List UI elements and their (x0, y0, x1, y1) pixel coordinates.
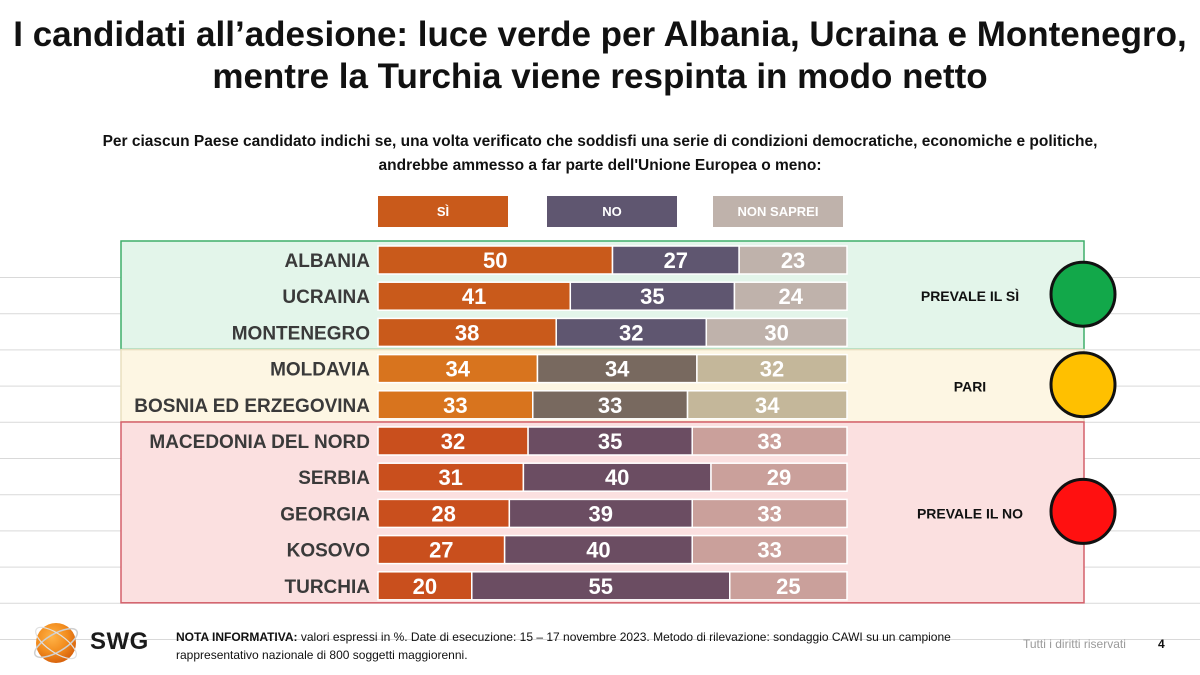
data-label: 41 (462, 284, 486, 309)
category-label: MONTENEGRO (232, 323, 370, 344)
question-line-1: Per ciascun Paese candidato indichi se, … (102, 133, 1098, 150)
page-title: I candidati all’adesione: luce verde per… (0, 14, 1200, 98)
bar-segment-non-saprei (738, 245, 848, 275)
bar-segment-no (532, 390, 689, 420)
note-label: NOTA INFORMATIVA: (176, 630, 298, 644)
category-label: UCRAINA (282, 287, 370, 308)
data-label: 33 (598, 393, 622, 418)
traffic-light-yellow-icon (1049, 351, 1117, 419)
data-label: 34 (445, 357, 470, 382)
rights-text: Tutti i diritti riservati (1023, 637, 1126, 651)
data-label: 33 (757, 538, 781, 563)
page-number: 4 (1158, 637, 1165, 651)
group-label-red: PREVALE IL NO (917, 505, 1023, 521)
data-label: 38 (455, 320, 479, 345)
data-label: 32 (619, 320, 643, 345)
data-label: 39 (589, 501, 613, 526)
data-label: 20 (413, 574, 437, 599)
data-label: 33 (757, 501, 781, 526)
title-line-2: mentre la Turchia viene respinta in modo… (212, 57, 988, 96)
group-label-green: PREVALE IL SÌ (921, 288, 1019, 304)
data-label: 34 (755, 393, 780, 418)
data-label: 40 (605, 465, 629, 490)
bar-segment-no (536, 353, 698, 384)
category-label: BOSNIA ED ERZEGOVINA (134, 396, 370, 417)
survey-question: Per ciascun Paese candidato indichi se, … (60, 130, 1140, 178)
bar-segment-no (555, 317, 708, 348)
data-label: 33 (757, 429, 781, 454)
category-label: KOSOVO (287, 541, 370, 562)
swg-logo-icon (33, 623, 79, 663)
bar-segment-si (377, 534, 506, 565)
data-label: 30 (764, 320, 788, 345)
bar-segment-si (377, 462, 525, 492)
bar-segment-si (377, 571, 473, 601)
bar-segment-non-saprei (686, 390, 848, 420)
question-line-2: andrebbe ammesso a far parte dell'Unione… (378, 157, 822, 174)
data-label: 23 (781, 248, 805, 273)
bar-segment-non-saprei (729, 571, 848, 601)
data-label: 32 (441, 429, 465, 454)
legend-no: NO (547, 196, 677, 227)
data-label: 27 (429, 538, 453, 563)
bar-segment-no (522, 462, 712, 492)
data-label: 35 (598, 429, 622, 454)
category-label: GEORGIA (280, 504, 370, 525)
bar-segment-no (611, 245, 740, 275)
legend-si: SÌ (378, 196, 508, 227)
data-label: 40 (586, 538, 610, 563)
category-label: MACEDONIA DEL NORD (149, 432, 370, 453)
category-label: TURCHIA (285, 577, 371, 598)
bar-segment-non-saprei (733, 281, 848, 311)
bar-segment-no (471, 571, 731, 601)
bar-segment-si (377, 281, 572, 311)
bar-segment-non-saprei (705, 317, 848, 348)
data-label: 25 (776, 574, 800, 599)
note-text: valori espressi in %. Date di esecuzione… (176, 630, 951, 662)
bar-segment-non-saprei (710, 462, 848, 492)
data-label: 32 (760, 357, 784, 382)
bar-segment-non-saprei (696, 353, 848, 384)
footer-note: NOTA INFORMATIVA: valori espressi in %. … (176, 628, 976, 664)
bar-segment-no (503, 534, 693, 565)
data-label: 50 (483, 248, 507, 273)
category-label: MOLDAVIA (270, 360, 370, 381)
data-label: 35 (640, 284, 664, 309)
data-label: 55 (589, 574, 613, 599)
logo-text: SWG (90, 628, 149, 655)
data-label: 31 (438, 465, 462, 490)
traffic-light-red-icon (1049, 477, 1117, 545)
category-label: SERBIA (298, 468, 370, 489)
bar-segment-non-saprei (691, 534, 848, 565)
data-label: 29 (767, 465, 791, 490)
data-label: 33 (443, 393, 467, 418)
data-label: 24 (778, 284, 803, 309)
legend-non-saprei: NON SAPREI (713, 196, 843, 227)
data-label: 28 (431, 501, 455, 526)
category-label: ALBANIA (285, 251, 371, 272)
data-label: 34 (605, 357, 630, 382)
group-label-yellow: PARI (954, 379, 986, 395)
bar-segment-si (377, 245, 614, 275)
title-line-1: I candidati all’adesione: luce verde per… (13, 15, 1187, 54)
bar-segment-non-saprei (691, 498, 848, 529)
traffic-light-green-icon (1049, 260, 1117, 328)
data-label: 27 (664, 248, 688, 273)
bar-segment-no (527, 426, 693, 456)
bar-segment-non-saprei (691, 426, 848, 456)
